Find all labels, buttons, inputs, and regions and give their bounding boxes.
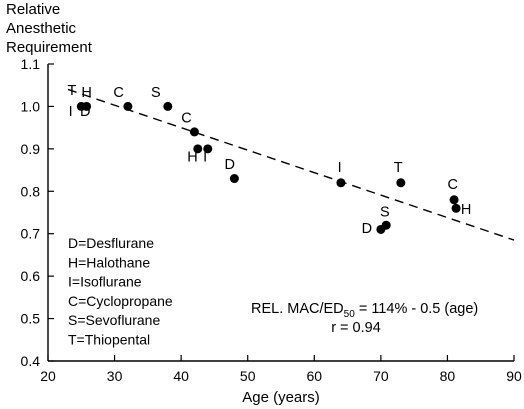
data-point [336, 178, 346, 188]
equation-text: REL. MAC/ED50 = 114% - 0.5 (age) [251, 301, 478, 320]
tick-marks: 0.4 0.5 0.6 0.7 0.8 0.9 1.0 1.1 20 30 40 50 60 70 80 90 [21, 56, 522, 384]
y-tick-label: 0.5 [21, 311, 41, 327]
point-label: S [380, 205, 390, 221]
y-tick-label: 0.9 [21, 141, 41, 157]
x-tick-label: 80 [440, 368, 456, 384]
legend-entry: C=Cyclopropane [68, 293, 173, 309]
point-label: H [461, 202, 471, 218]
y-tick-label: 0.8 [21, 183, 41, 199]
y-tick-label: 0.6 [21, 268, 41, 284]
point-label: H [187, 150, 197, 166]
point-label: D [80, 104, 90, 120]
point-label: T [394, 160, 403, 176]
point-label: I [203, 150, 207, 166]
equation-subscript: 50 [344, 309, 356, 320]
y-tick-label: 0.4 [21, 353, 41, 369]
y-axis-title-line: Relative [6, 1, 60, 18]
x-tick-label: 20 [40, 368, 56, 384]
legend-entry: D=Desflurane [68, 235, 154, 251]
x-axis-title: Age (years) [242, 389, 320, 406]
regression-line [67, 88, 515, 241]
point-label: D [224, 157, 234, 173]
regression-line-group [67, 88, 515, 241]
equation-suffix: = 114% - 0.5 (age) [355, 301, 478, 317]
data-point [451, 203, 461, 213]
point-label: I [69, 104, 73, 120]
legend-entry: I=Isoflurane [68, 274, 142, 290]
point-label: S [151, 85, 161, 101]
x-tick-label: 60 [306, 368, 322, 384]
y-tick-label: 1.0 [21, 98, 41, 114]
legend-entry: T=Thiopental [68, 332, 150, 348]
point-label: C [448, 177, 458, 193]
data-point [163, 101, 173, 111]
data-point [193, 144, 203, 154]
data-point [203, 144, 213, 154]
data-point [229, 174, 239, 184]
y-axis-title: Relative Anesthetic Requirement [6, 1, 93, 56]
point-label: D [362, 221, 372, 237]
y-axis-title-line: Anesthetic [6, 20, 77, 37]
data-point [396, 178, 406, 188]
y-tick-label: 0.7 [21, 226, 41, 242]
legend: D=Desflurane H=Halothane I=Isoflurane C=Cyc… [68, 235, 173, 348]
data-point [189, 127, 199, 137]
equation-annotation: REL. MAC/ED50 = 114% - 0.5 (age)r = 0.94 [251, 301, 478, 336]
point-label: C [113, 85, 123, 101]
x-tick-label: 30 [107, 368, 123, 384]
data-point [82, 101, 92, 111]
data-point [381, 220, 391, 230]
x-tick-label: 90 [506, 368, 522, 384]
x-tick-label: 50 [240, 368, 256, 384]
equation-prefix: REL. MAC/ED [251, 301, 344, 317]
correlation-text: r = 0.94 [331, 320, 381, 336]
x-tick-label: 70 [373, 368, 389, 384]
data-point [449, 195, 459, 205]
y-tick-label: 1.1 [21, 56, 41, 72]
point-label: I [338, 160, 342, 176]
point-label: T [68, 83, 77, 99]
data-point [123, 101, 133, 111]
legend-entry: H=Halothane [68, 254, 150, 270]
data-points [76, 101, 461, 234]
axes [47, 64, 514, 362]
y-axis-title-line: Requirement [6, 39, 93, 56]
point-label: H [81, 85, 91, 101]
x-tick-label: 40 [173, 368, 189, 384]
point-label: C [181, 111, 191, 127]
legend-entry: S=Sevoflurane [68, 312, 160, 328]
